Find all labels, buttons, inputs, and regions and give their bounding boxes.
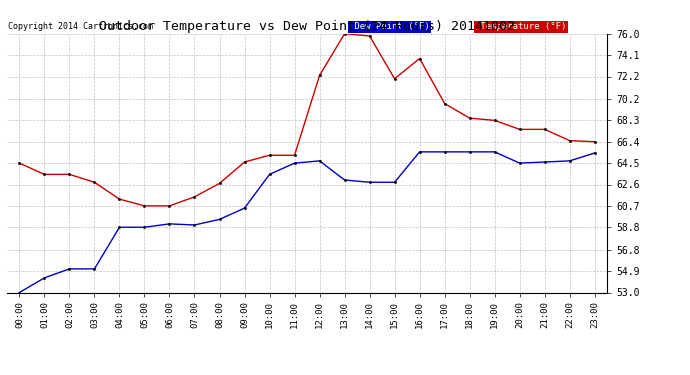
Text: Copyright 2014 Cartronics.com: Copyright 2014 Cartronics.com — [8, 22, 153, 31]
Text: Dew Point (°F): Dew Point (°F) — [349, 22, 430, 31]
Text: Temperature (°F): Temperature (°F) — [475, 22, 566, 31]
Title: Outdoor Temperature vs Dew Point (24 Hours) 20141002: Outdoor Temperature vs Dew Point (24 Hou… — [99, 20, 515, 33]
